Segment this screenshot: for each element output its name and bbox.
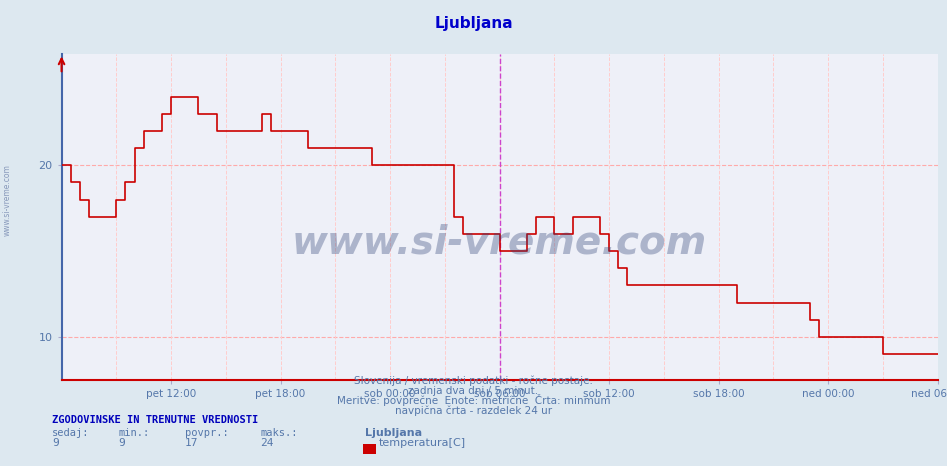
Text: temperatura[C]: temperatura[C] [379, 439, 466, 448]
Text: min.:: min.: [118, 428, 150, 438]
Text: zadnja dva dni / 5 minut.: zadnja dva dni / 5 minut. [408, 386, 539, 396]
Text: maks.:: maks.: [260, 428, 298, 438]
Text: 9: 9 [118, 439, 125, 448]
Text: povpr.:: povpr.: [185, 428, 228, 438]
Text: www.si-vreme.com: www.si-vreme.com [3, 164, 12, 236]
Text: navpična črta - razdelek 24 ur: navpična črta - razdelek 24 ur [395, 405, 552, 416]
Text: 24: 24 [260, 439, 274, 448]
Text: ZGODOVINSKE IN TRENUTNE VREDNOSTI: ZGODOVINSKE IN TRENUTNE VREDNOSTI [52, 415, 259, 425]
Text: 17: 17 [185, 439, 198, 448]
Text: Slovenija / vremenski podatki - ročne postaje.: Slovenija / vremenski podatki - ročne po… [354, 376, 593, 386]
Text: Ljubljana: Ljubljana [365, 428, 421, 438]
Text: 9: 9 [52, 439, 59, 448]
Text: Meritve: povprečne  Enote: metrične  Črta: minmum: Meritve: povprečne Enote: metrične Črta:… [337, 394, 610, 406]
Text: sedaj:: sedaj: [52, 428, 90, 438]
Text: www.si-vreme.com: www.si-vreme.com [292, 224, 707, 262]
Text: Ljubljana: Ljubljana [434, 16, 513, 31]
